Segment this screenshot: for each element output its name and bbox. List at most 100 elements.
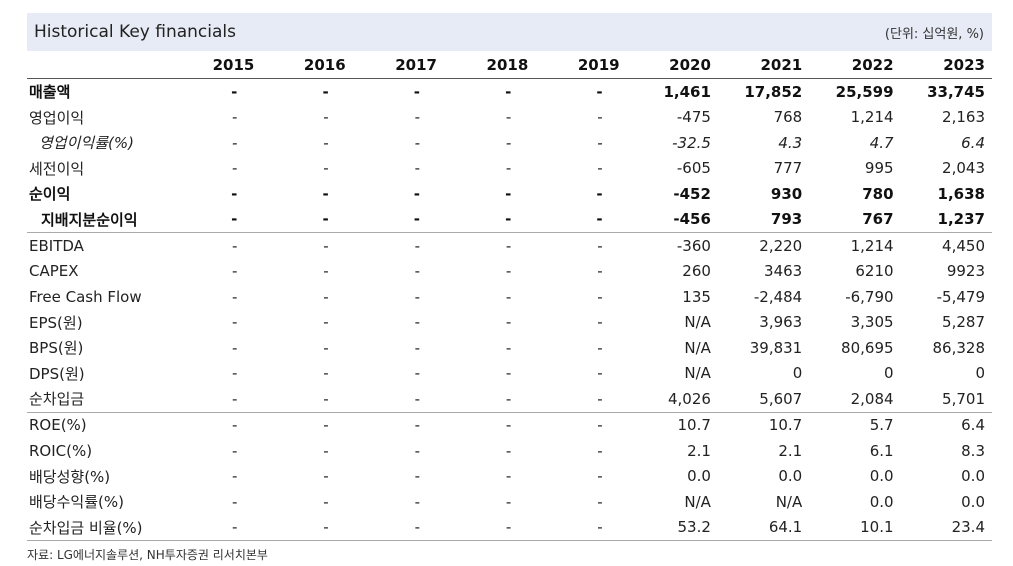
table-row: EBITDA - - - - - -360 2,220 1,214 4,450 xyxy=(27,232,992,259)
table-cell: 5,701 xyxy=(942,389,985,408)
table-cell: 2.1 xyxy=(778,441,803,460)
table-cell: - xyxy=(443,232,536,259)
table-cell: 64.1 xyxy=(717,514,810,541)
table-cell: - xyxy=(231,467,238,486)
table-cell: - xyxy=(596,82,603,101)
table-cell: -5,479 xyxy=(936,287,985,306)
table-cell: 2,163 xyxy=(942,108,985,127)
table-cell: - xyxy=(535,411,627,438)
row-label: 순이익 xyxy=(29,185,71,204)
table-cell: - xyxy=(231,159,238,178)
year-header: 2016 xyxy=(261,52,353,79)
row-label: 영업이익 xyxy=(29,108,85,127)
table-cell: 0.0 xyxy=(869,467,894,486)
table-row: DPS(원) - - - - - N/A 0 0 0 xyxy=(27,361,992,387)
table-cell: 995 xyxy=(864,159,894,178)
table-row: Free Cash Flow - - - - - 135 -2,484 -6,790 -5,479 xyxy=(27,284,992,310)
table-cell: 5,287 xyxy=(942,313,985,332)
row-label: 세전이익 xyxy=(29,159,85,178)
year-header: 2015 xyxy=(170,52,262,79)
table-cell: -360 xyxy=(626,232,718,259)
table-cell: - xyxy=(323,108,329,127)
table-cell: 1,638 xyxy=(937,184,985,203)
table-cell: - xyxy=(414,492,420,511)
table-cell: - xyxy=(597,159,603,178)
table-cell: 0.0 xyxy=(961,492,985,511)
table-cell: - xyxy=(597,441,603,460)
table-cell: 6210 xyxy=(855,262,894,281)
table-cell: - xyxy=(231,210,238,229)
table-cell: 10.7 xyxy=(626,411,718,438)
table-cell: - xyxy=(505,262,512,281)
table-cell: -475 xyxy=(676,108,711,127)
table-cell: - xyxy=(352,514,444,541)
unit-label: (단위: 십억원, %) xyxy=(884,26,984,42)
row-label: 매출액 xyxy=(29,83,71,102)
table-cell: 17,852 xyxy=(744,82,803,101)
table-cell: 0.0 xyxy=(961,467,985,486)
table-cell: N/A xyxy=(684,338,711,357)
table-cell: - xyxy=(505,441,512,460)
table-cell: 0 xyxy=(792,364,803,383)
header-corner xyxy=(27,52,171,79)
table-cell: - xyxy=(596,210,603,229)
table-cell: - xyxy=(323,441,329,460)
table-row: ROE(%) - - - - -10.7 10.7 5.7 6.4 xyxy=(27,411,992,438)
table-cell: 6.4 xyxy=(961,133,985,152)
table-cell: 0.0 xyxy=(687,467,711,486)
table-cell: -2,484 xyxy=(753,287,803,306)
table-cell: - xyxy=(323,492,329,511)
row-label: 순차입금 xyxy=(29,390,85,409)
table-cell: 80,695 xyxy=(841,338,894,357)
row-label: CAPEX xyxy=(29,262,79,281)
table-cell: - xyxy=(231,133,238,152)
table-cell: 8.3 xyxy=(961,441,985,460)
table-cell: 1,214 xyxy=(809,232,901,259)
table-cell: - xyxy=(231,82,238,101)
table-cell: - xyxy=(231,184,238,203)
table-cell: - xyxy=(261,411,353,438)
table-cell: 4,026 xyxy=(667,389,711,408)
table-cell: 3463 xyxy=(764,262,803,281)
table-cell: 1,461 xyxy=(663,82,711,101)
table-cell: - xyxy=(323,364,329,383)
table-cell: - xyxy=(505,159,512,178)
table-cell: 135 xyxy=(682,287,711,306)
table-cell: - xyxy=(322,210,329,229)
table-cell: - xyxy=(597,364,603,383)
table-cell: 2.1 xyxy=(687,441,711,460)
table-cell: 0 xyxy=(975,364,985,383)
table-cell: - xyxy=(261,232,353,259)
table-cell: N/A xyxy=(684,364,711,383)
table-cell: 777 xyxy=(773,159,803,178)
table-cell: - xyxy=(505,313,512,332)
table-cell: - xyxy=(597,133,603,152)
table-cell: - xyxy=(231,492,238,511)
table-cell: - xyxy=(231,313,238,332)
table-cell: - xyxy=(413,82,420,101)
table-cell: 930 xyxy=(770,184,803,203)
table-cell: 767 xyxy=(862,210,894,229)
table-cell: - xyxy=(231,262,238,281)
table-cell: 780 xyxy=(862,184,894,203)
table-cell: 260 xyxy=(682,262,711,281)
table-cell: - xyxy=(414,287,420,306)
table-row: BPS(원) - - - - - N/A 39,831 80,695 86,328 xyxy=(27,335,992,361)
table-cell: 5,607 xyxy=(759,389,803,408)
row-label: ROIC(%) xyxy=(29,441,93,460)
table-cell: - xyxy=(597,467,603,486)
table-cell: - xyxy=(231,364,238,383)
table-cell: 2,084 xyxy=(850,389,894,408)
table-cell: 25,599 xyxy=(835,82,894,101)
table-cell: 86,328 xyxy=(932,338,986,357)
table-cell: - xyxy=(231,441,238,460)
table-cell: N/A xyxy=(775,492,803,511)
table-cell: - xyxy=(352,232,444,259)
table-cell: 793 xyxy=(770,210,803,229)
table-row: 배당수익률(%) - - - - - N/A N/A 0.0 0.0 xyxy=(27,489,992,515)
table-cell: - xyxy=(414,441,420,460)
table-cell: 4.7 xyxy=(869,133,894,152)
table-cell: - xyxy=(596,184,603,203)
year-header: 2019 xyxy=(535,52,627,79)
table-cell: - xyxy=(597,108,603,127)
